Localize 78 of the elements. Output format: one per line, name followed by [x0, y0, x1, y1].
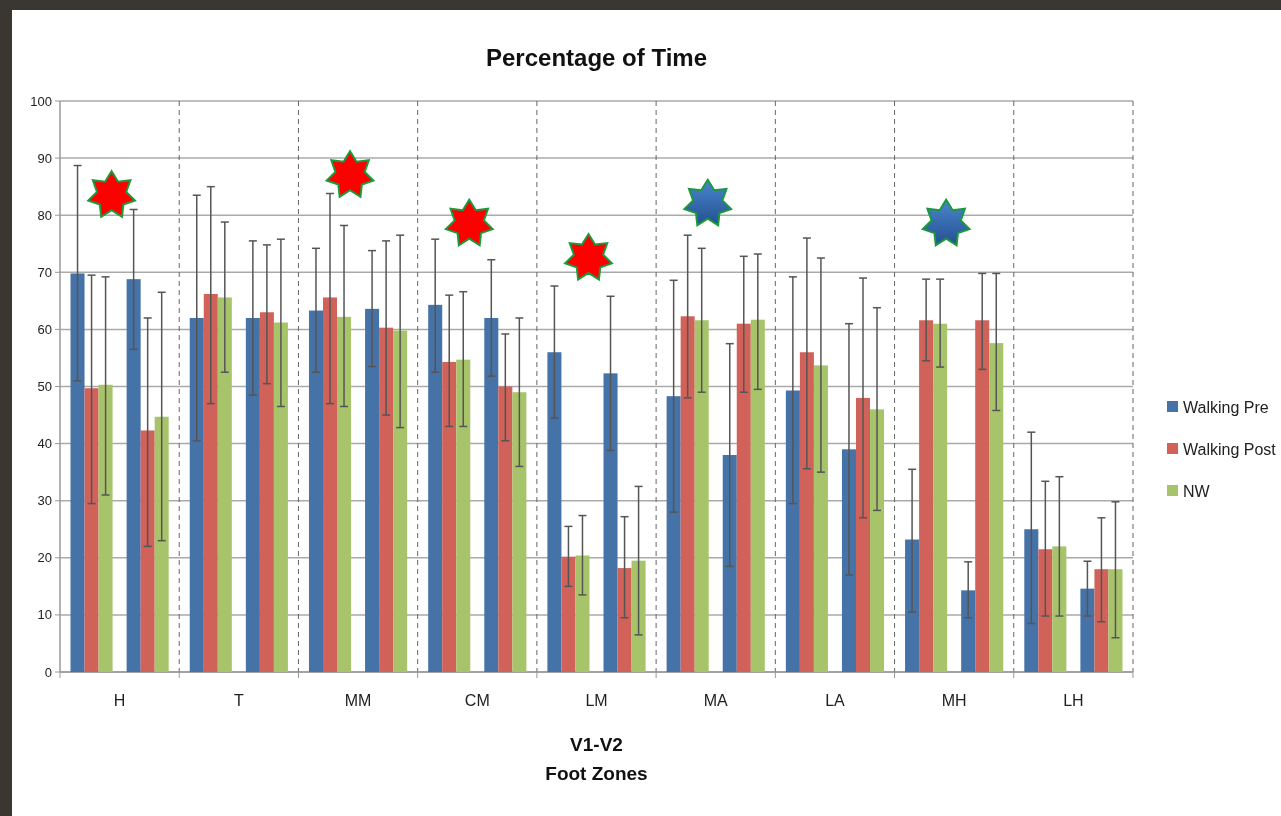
bar [1038, 549, 1053, 672]
bar [84, 388, 99, 672]
y-tick-label: 0 [44, 664, 52, 680]
x-tick-label: T [233, 692, 244, 709]
bar [722, 455, 737, 672]
y-tick-label: 40 [37, 436, 52, 452]
x-tick-label: CM [464, 692, 490, 709]
bar [379, 327, 394, 672]
bar [799, 352, 814, 672]
y-tick-label: 80 [37, 207, 52, 223]
bar [484, 317, 499, 672]
bar [365, 308, 380, 672]
bar [428, 304, 443, 672]
bar [217, 297, 232, 672]
bar [273, 322, 288, 672]
bar [961, 590, 976, 672]
bar [393, 330, 408, 672]
bar [140, 430, 155, 672]
bar [1080, 588, 1095, 672]
bar [337, 316, 352, 672]
y-tick-label: 100 [30, 93, 52, 109]
y-tick-label: 30 [37, 493, 52, 509]
bar [1108, 569, 1123, 672]
chart-title: Percentage of Time [486, 44, 707, 71]
bar [322, 297, 338, 672]
bar [561, 556, 576, 672]
bar [750, 319, 765, 672]
x-tick-label: LM [585, 692, 608, 709]
bar [785, 390, 800, 672]
bar [905, 539, 920, 672]
bar [203, 294, 218, 672]
bar [126, 279, 141, 672]
bar [870, 409, 885, 672]
legend-label: NW [1183, 482, 1211, 500]
bar [975, 320, 990, 672]
bar [919, 320, 934, 672]
x-tick-label: LA [825, 692, 846, 709]
bar [512, 392, 527, 672]
bar [245, 317, 260, 672]
bar [308, 310, 323, 672]
bar [70, 273, 85, 672]
bar [989, 343, 1004, 672]
y-tick-label: 70 [37, 264, 52, 280]
x-tick-label: MM [344, 692, 372, 709]
bar [575, 555, 590, 672]
bar [813, 365, 828, 672]
bar [456, 359, 471, 672]
bar [631, 560, 646, 672]
x-axis-title: V1-V2 Foot Zones [545, 734, 648, 784]
x-tick-label: H [113, 692, 126, 709]
bar [189, 317, 204, 672]
bar [666, 396, 681, 672]
legend-label: Walking Post [1183, 440, 1277, 458]
bar [1052, 546, 1067, 672]
x-tick-label: LH [1063, 692, 1084, 709]
bar [547, 352, 562, 672]
bar [617, 568, 632, 672]
y-tick-label: 90 [37, 150, 52, 166]
bar [736, 323, 751, 672]
y-tick-label: 60 [37, 321, 52, 337]
y-tick-label: 10 [37, 607, 52, 623]
x-tick-label: MA [703, 692, 729, 709]
x-tick-label: MH [941, 692, 967, 709]
bar [259, 312, 274, 672]
bar [603, 373, 618, 672]
bar [98, 384, 113, 672]
bar [933, 323, 948, 672]
bar [680, 316, 695, 672]
bar [855, 397, 871, 672]
bar [694, 320, 709, 672]
bar [1024, 529, 1039, 672]
bar [498, 386, 513, 672]
y-tick-label: 50 [37, 379, 52, 395]
bar [442, 361, 457, 672]
bar [1094, 569, 1109, 672]
y-tick-label: 20 [37, 550, 52, 566]
legend-label: Walking Pre [1183, 398, 1269, 416]
bar [154, 416, 169, 672]
